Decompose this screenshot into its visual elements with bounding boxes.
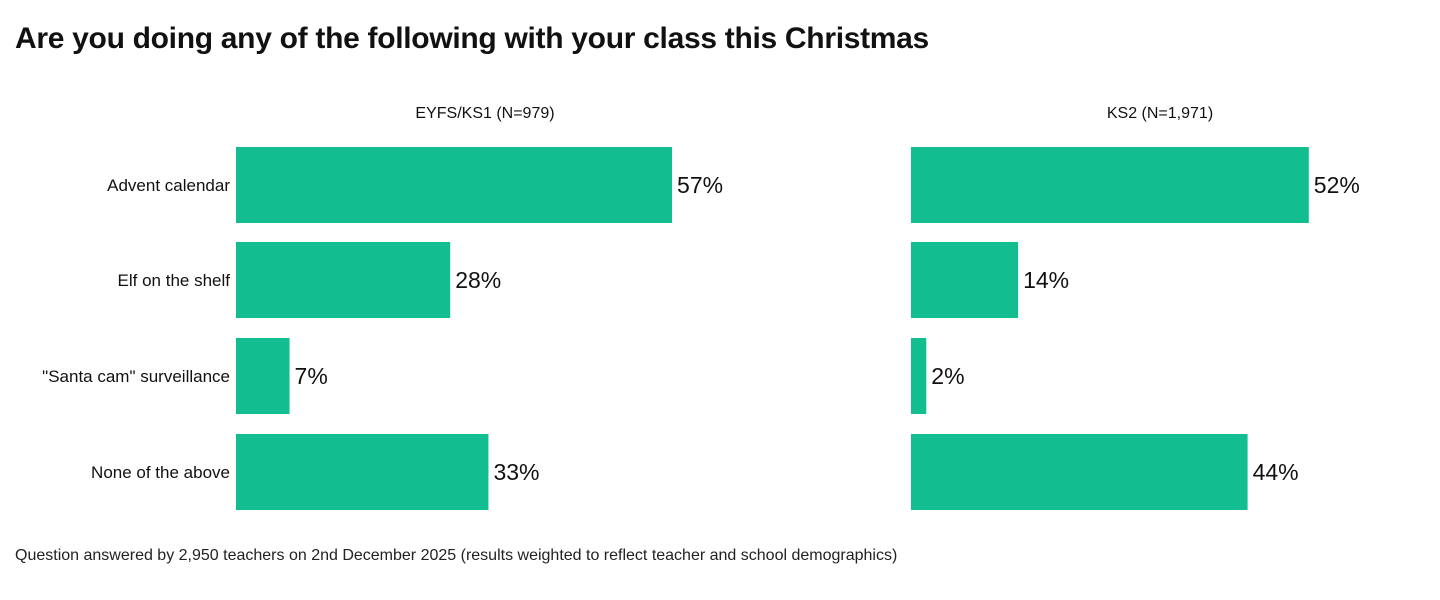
value-label: 57%: [677, 172, 723, 198]
category-label: "Santa cam" surveillance: [42, 367, 230, 386]
chart-panel-1: EYFS/KS1 (N=979) Advent calendar 57% Elf on…: [42, 105, 723, 510]
value-label: 7%: [295, 363, 328, 389]
value-label: 44%: [1253, 459, 1299, 485]
bar: [236, 434, 489, 510]
value-label: 33%: [493, 459, 539, 485]
bar: [236, 338, 290, 414]
chart-panel-2: KS2 (N=1,971) 52% 14% 2% 44%: [911, 105, 1360, 510]
category-label: Advent calendar: [107, 176, 230, 195]
page-title: Are you doing any of the following with …: [15, 22, 929, 55]
footnote: Question answered by 2,950 teachers on 2…: [15, 547, 898, 564]
bar: [911, 242, 1019, 318]
panel-title: EYFS/KS1 (N=979): [415, 105, 554, 122]
bar: [911, 434, 1248, 510]
bar: [236, 242, 451, 318]
value-label: 14%: [1023, 267, 1069, 293]
category-label: None of the above: [91, 463, 230, 482]
bar: [236, 147, 673, 223]
bar: [911, 147, 1309, 223]
panel-title: KS2 (N=1,971): [1107, 105, 1213, 122]
value-label: 52%: [1314, 172, 1360, 198]
category-label: Elf on the shelf: [118, 271, 231, 290]
bar: [911, 338, 927, 414]
value-label: 2%: [931, 363, 964, 389]
value-label: 28%: [455, 267, 501, 293]
